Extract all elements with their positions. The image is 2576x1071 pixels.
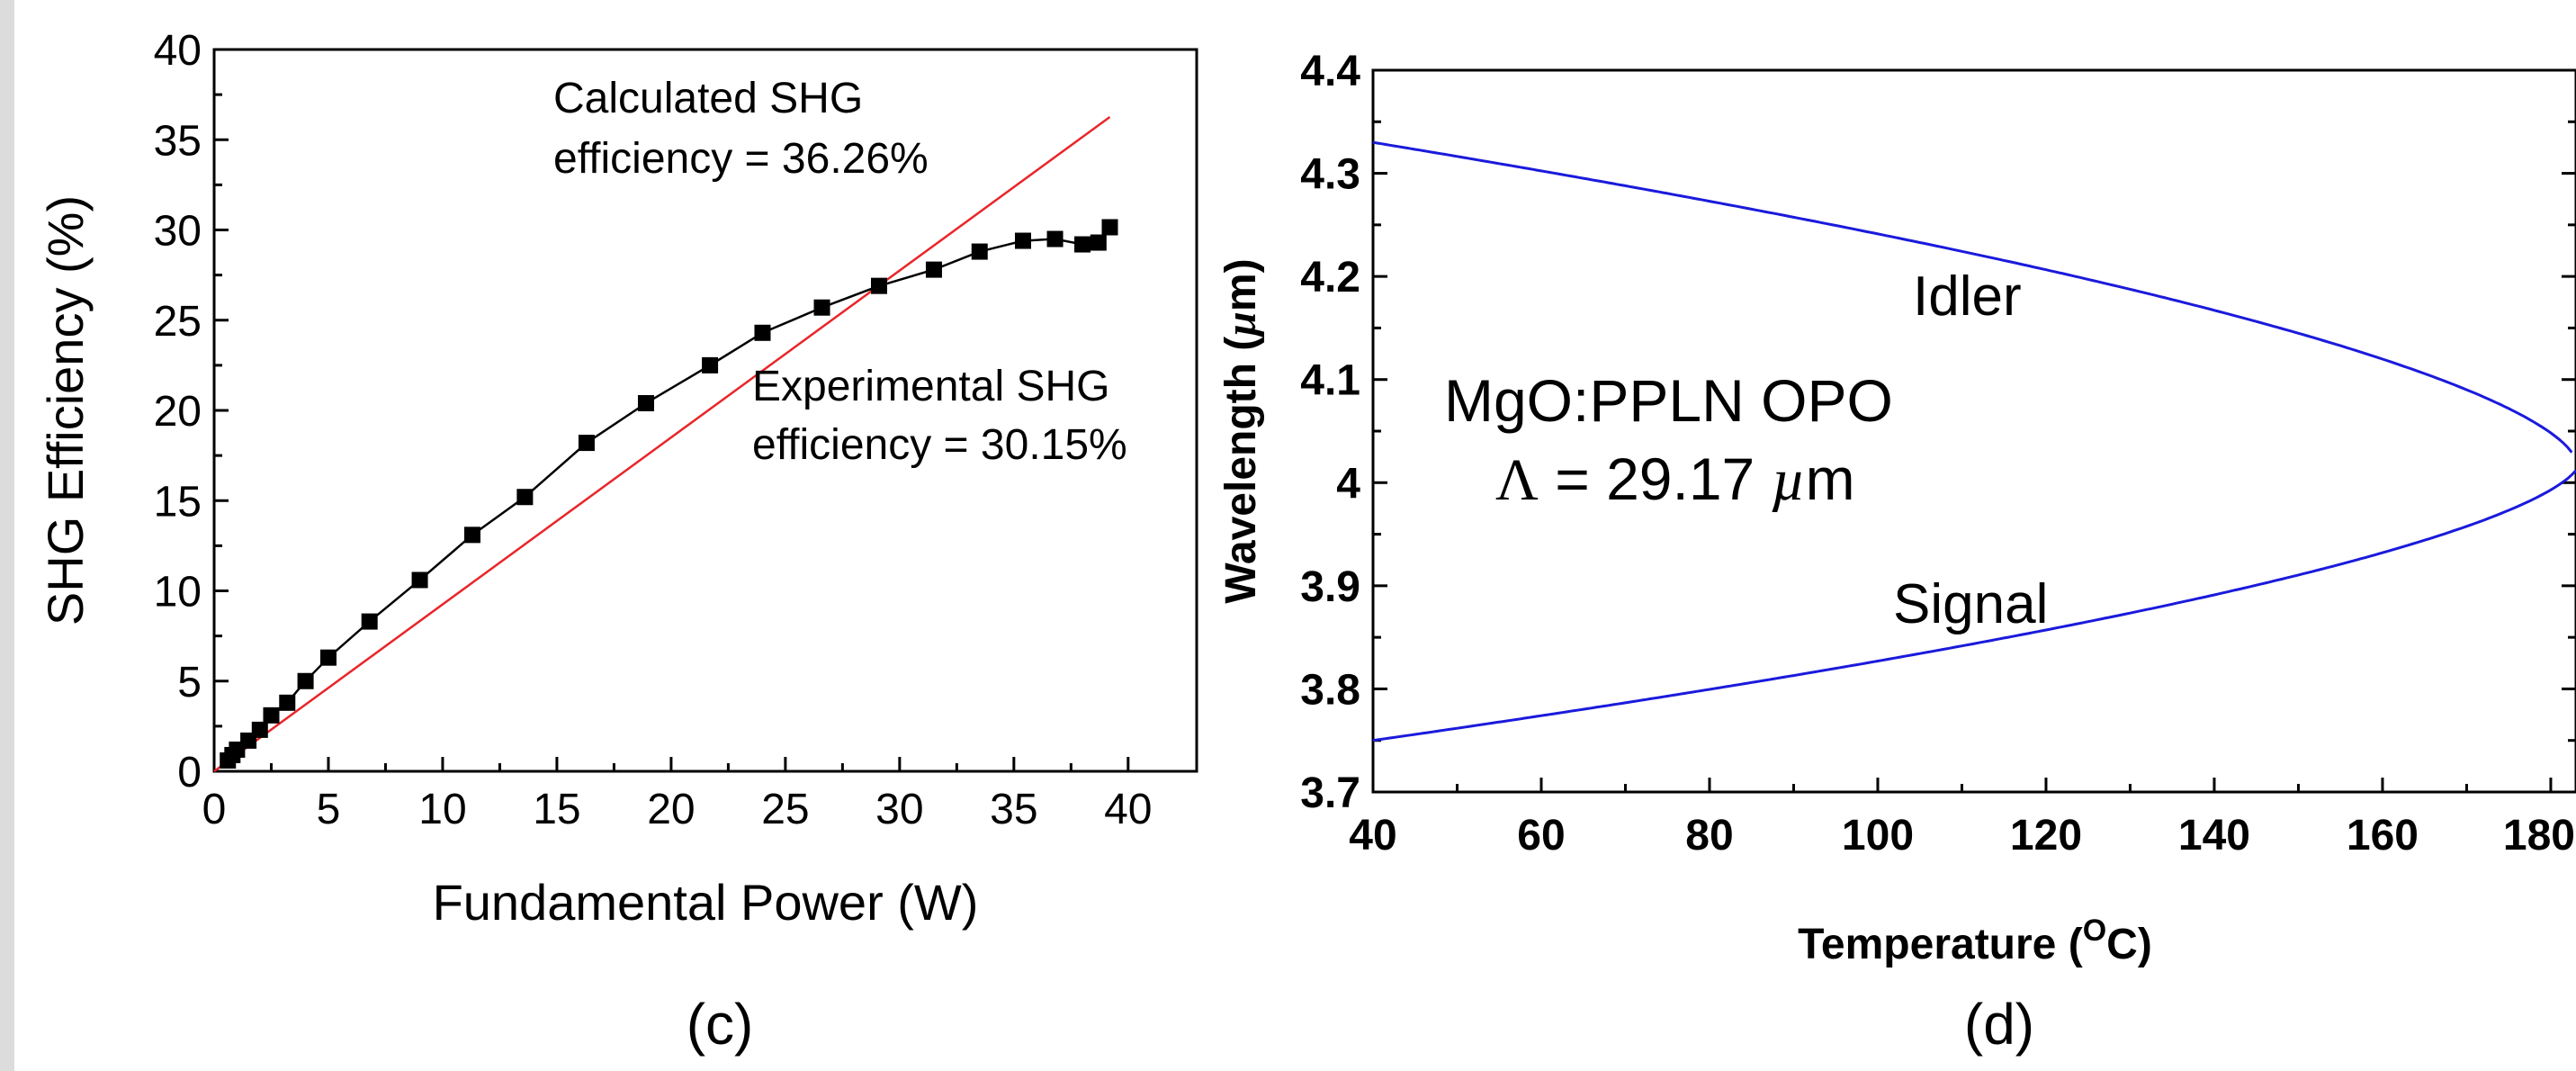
chart-c-experimental-point [263, 706, 280, 724]
chart-d-x-tick-label: 180 [2503, 812, 2575, 860]
chart-c-experimental-point [1074, 236, 1091, 253]
chart-d-x-tick-label: 120 [2010, 812, 2082, 860]
chart-c-y-tick-label: 0 [177, 749, 202, 796]
chart-c-experimental-point [754, 324, 771, 341]
chart-d-y-axis-label: Wavelength (µm) [1217, 258, 1265, 603]
chart-c-experimental-point [637, 394, 654, 411]
chart-c-y-ticks: 0 5 10 15 20 25 30 35 40 [154, 27, 229, 796]
chart-d-x-axis-label-start: Temperature ( [1798, 921, 2083, 968]
chart-d-y-tick-label: 4 [1336, 460, 1360, 508]
chart-c-x-tick-label: 10 [418, 786, 466, 833]
chart-c-y-tick-label: 40 [154, 27, 202, 75]
chart-d-x-axis-label: Temperature (OC) [1798, 914, 2152, 968]
chart-c-y-tick-label: 25 [154, 298, 202, 346]
chart-c-experimental-point [297, 672, 314, 689]
chart-d-annotation-period: Λ = 29.17 µm [1495, 446, 1855, 513]
chart-d-y-tick-label: 4.4 [1300, 48, 1360, 95]
chart-c-experimental-point [516, 489, 534, 506]
chart-d-x-tick-label: 80 [1685, 812, 1733, 860]
chart-c-experimental-point [1046, 230, 1064, 248]
chart-c-experimental-point [463, 526, 480, 544]
chart-c-experimental-point [1014, 232, 1031, 249]
chart-c-y-tick-label: 35 [154, 117, 202, 165]
chart-d-x-axis-label-end: C) [2106, 921, 2152, 968]
chart-d-annotation-idler: Idler [1913, 266, 2022, 328]
chart-c-x-axis-label: Fundamental Power (W) [433, 874, 979, 931]
chart-d-y-axis-label-mu: µ [1217, 311, 1265, 338]
chart-c-experimental-point [1090, 234, 1107, 251]
chart-d-x-tick-label: 60 [1517, 812, 1565, 860]
chart-c-y-tick-label: 15 [154, 478, 202, 526]
chart-c-experimental-point [1101, 219, 1118, 236]
chart-d-y-tick-label: 3.9 [1300, 563, 1360, 611]
chart-c-experimental-point [702, 356, 719, 374]
left-edge-strip [0, 0, 14, 1071]
chart-c-x-ticks: 0 5 10 15 20 25 30 35 40 [202, 757, 1153, 833]
chart-d-y-tick-label: 3.8 [1300, 666, 1360, 714]
chart-d-signal-curve [1372, 469, 2576, 742]
chart-d-x-tick-label: 40 [1349, 812, 1396, 860]
chart-c-experimental-point [319, 649, 337, 666]
chart-c-experimental-point [251, 721, 268, 738]
chart-d-x-tick-label: 100 [1842, 812, 1914, 860]
chart-c-y-tick-label: 20 [154, 388, 202, 436]
chart-d-x-axis-label-sup: O [2083, 914, 2106, 948]
chart-c-experimental-point [361, 613, 378, 630]
chart-d-y-tick-label: 4.3 [1300, 151, 1360, 199]
chart-d-period-unit: m [1806, 446, 1855, 512]
chart-d-y-ticks: 3.7 3.8 3.9 4 4.1 4.2 4.3 4.4 [1300, 48, 2576, 817]
chart-c-x-tick-label: 5 [317, 786, 341, 833]
chart-c-calculated-line [213, 115, 1111, 773]
chart-d-curves [1372, 140, 2576, 742]
chart-c-x-tick-label: 0 [202, 786, 227, 833]
chart-d-y-axis-label-end: m) [1217, 258, 1265, 311]
chart-d-lambda-symbol: Λ [1495, 447, 1539, 513]
chart-c-x-tick-label: 25 [761, 786, 809, 833]
chart-d-y-tick-label: 4.1 [1300, 357, 1360, 405]
chart-c-y-axis-label: SHG Efficiency (%) [37, 195, 94, 626]
chart-c-x-tick-label: 40 [1104, 786, 1152, 833]
chart-c-experimental-point [871, 277, 888, 294]
chart-c-y-tick-label: 10 [154, 569, 202, 616]
chart-d-annotation-crystal: MgO:PPLN OPO [1444, 367, 1893, 434]
chart-c-annotation-experimental-line2: efficiency = 30.15% [752, 421, 1127, 469]
chart-c-x-tick-label: 30 [875, 786, 923, 833]
chart-d-period-value: = 29.17 [1539, 446, 1772, 512]
chart-c-x-tick-label: 20 [647, 786, 695, 833]
chart-d-y-tick-label: 4.2 [1300, 254, 1360, 302]
chart-d-x-ticks: 40 60 80 100 120 140 160 180 [1349, 778, 2575, 860]
chart-c-y-tick-label: 5 [177, 659, 202, 706]
chart-c-calculated-series [213, 115, 1111, 773]
chart-d-period-mu: µ [1772, 447, 1806, 513]
chart-c-experimental-point [925, 261, 942, 278]
chart-c-experimental-point [578, 435, 595, 452]
chart-c-x-tick-label: 15 [533, 786, 580, 833]
chart-d-y-tick-label: 3.7 [1300, 770, 1360, 817]
chart-c-annotation-calculated-line1: Calculated SHG [553, 75, 863, 122]
chart-c-experimental-line [227, 226, 1111, 761]
chart-c: 0 5 10 15 20 25 30 35 40 0 5 10 15 20 25 30 35 40 Calcul… [37, 27, 1198, 1057]
chart-d-idler-curve [1372, 140, 2573, 454]
chart-c-experimental-point [971, 243, 988, 260]
chart-c-experimental-point [813, 299, 830, 316]
chart-d-y-axis-label-start: Wavelength ( [1217, 337, 1265, 604]
chart-c-experimental-series [220, 219, 1118, 769]
chart-d-x-tick-label: 140 [2178, 812, 2250, 860]
chart-c-panel-label: (c) [687, 992, 754, 1057]
chart-d: 40 60 80 100 120 140 160 180 3.7 3.8 3.9 4 4.1 4.2 4.… [1217, 48, 2576, 1057]
chart-d-panel-label: (d) [1964, 992, 2034, 1057]
chart-c-experimental-point [279, 694, 296, 711]
chart-c-annotation-calculated-line2: efficiency = 36.26% [553, 135, 929, 183]
chart-d-x-tick-label: 160 [2347, 812, 2419, 860]
chart-c-y-tick-label: 30 [154, 208, 202, 256]
chart-c-experimental-point [411, 572, 428, 589]
chart-c-x-tick-label: 35 [990, 786, 1037, 833]
chart-d-annotation-signal: Signal [1893, 573, 2048, 635]
chart-c-annotation-experimental-line1: Experimental SHG [752, 363, 1109, 410]
